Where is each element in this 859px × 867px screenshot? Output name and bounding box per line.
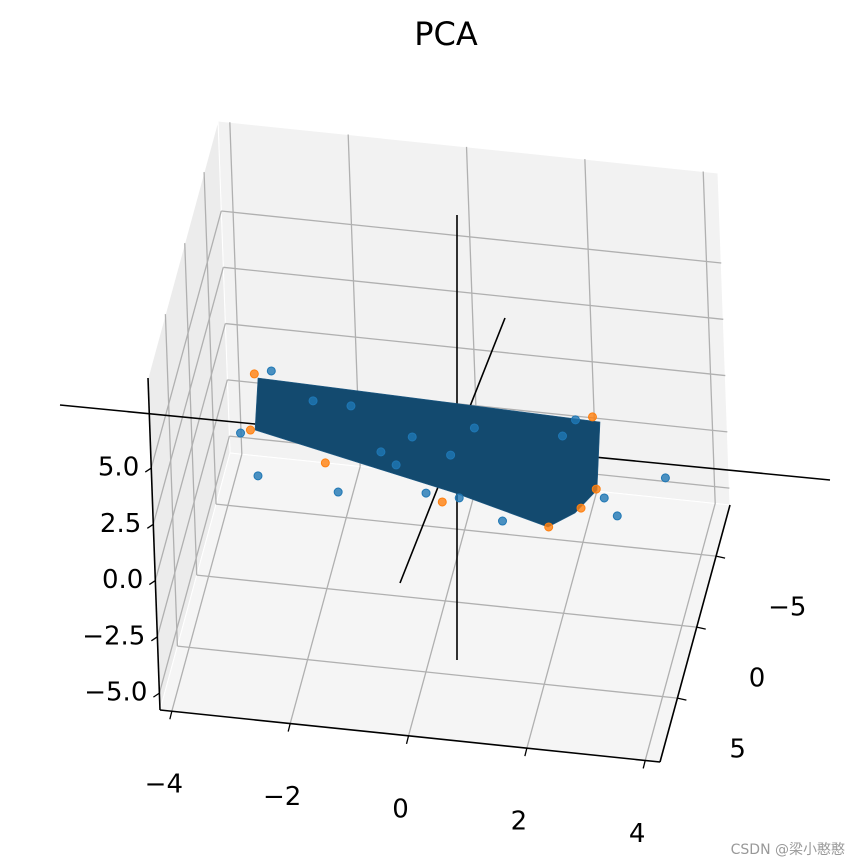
point [320,458,330,468]
grid-line [203,172,217,505]
grid-line [702,171,716,504]
grid-line [289,466,361,724]
grid-line [184,243,198,576]
grid-line [407,478,480,737]
points [236,366,670,532]
point [376,447,386,457]
grid-line [216,503,717,557]
grid-line [526,490,598,749]
grid-line [223,266,724,320]
z-axis-line [147,377,161,711]
grid-line [221,210,722,264]
z-tick [148,580,156,586]
point [454,493,464,503]
z-tick [146,523,154,529]
point [253,471,263,481]
point [245,425,255,435]
y-tick [715,555,726,559]
grid-line [644,503,716,761]
grid-line [152,267,224,525]
z-tick [150,636,158,642]
watermark: CSDN @梁小憨憨 [731,842,845,858]
surface [254,377,601,528]
z-tick [153,692,160,698]
point [407,432,417,442]
x-axis-line [159,709,661,763]
point [308,396,318,406]
grid-line [225,322,726,377]
grid-line [164,314,179,647]
point [576,503,586,513]
point [391,460,401,470]
z-tick-label: 2.5 [100,509,141,539]
point [498,516,508,526]
point [421,488,431,498]
x-tick-label: −2 [263,782,301,812]
x-tick [287,723,291,732]
chart-title: PCA [414,15,478,53]
x-tick-label: 2 [511,807,528,837]
point [446,450,456,460]
z-tick [144,467,152,473]
point [587,412,597,422]
grid-line [171,454,243,712]
x-tick-label: 0 [392,794,409,824]
point [570,415,580,425]
y-tick [677,697,687,701]
z-tick-label: 5.0 [98,453,139,483]
point [599,493,609,503]
z-tick-label: −5.0 [84,678,147,708]
y-tick-label: −5 [768,593,806,623]
point [660,473,670,483]
grid-line [150,210,222,469]
point [346,401,356,411]
z-tick-label: −2.5 [82,621,145,651]
point [333,487,343,497]
x-tick [405,735,410,745]
axes: −4 −2 0 2 4 −5 0 5 −5.0 −2.5 0.0 2.5 5.0 [82,377,806,849]
x-tick [524,747,528,757]
point [591,484,601,494]
point [266,366,276,376]
point [612,511,622,521]
point [437,497,447,507]
grid-line [177,645,678,699]
point [558,431,568,441]
x-tick [169,711,173,720]
y-tick-label: 0 [749,664,766,694]
point [544,522,554,532]
y-tick [696,626,706,630]
point [249,369,259,379]
point [236,428,246,438]
x-tick [642,760,646,769]
point [469,423,479,433]
grid-line [229,122,243,455]
grid-line [158,435,231,694]
z-tick-label: 0.0 [102,565,143,595]
x-tick-label: −4 [145,770,183,800]
y-tick-label: 5 [729,735,746,765]
grid-line [154,323,226,581]
grid-line [156,379,228,638]
grid-line [196,574,697,628]
x-tick-label: 4 [629,819,646,849]
y-axis-line [659,504,731,763]
